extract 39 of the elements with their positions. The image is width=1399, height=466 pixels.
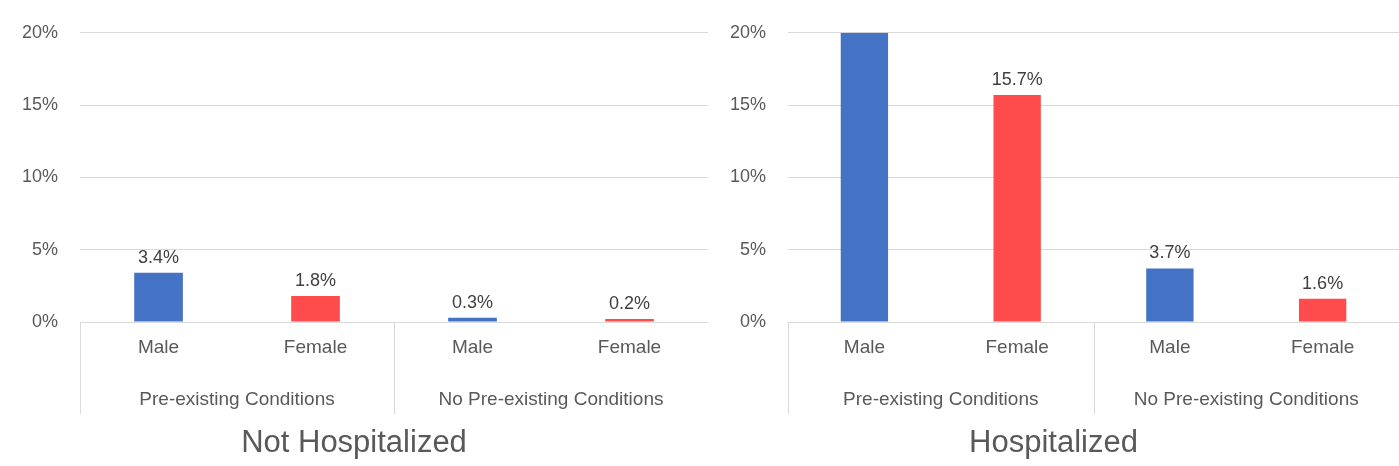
y-tick-label: 10% — [22, 166, 59, 187]
bar — [291, 295, 340, 322]
x-tick-label: Male — [1149, 335, 1191, 357]
bar — [134, 272, 183, 322]
data-label: 15.7% — [991, 68, 1043, 89]
y-tick-label: 5% — [740, 238, 767, 259]
y-tick-label: 20% — [730, 21, 767, 42]
bar — [993, 94, 1041, 322]
y-tick-label: 10% — [730, 166, 767, 187]
text: Pre-existing Conditions — [139, 388, 335, 410]
text: Hospitalized — [969, 423, 1138, 459]
bar — [1146, 268, 1194, 322]
y-tick-label: 15% — [22, 94, 59, 115]
data-label: 0.2% — [608, 293, 651, 314]
y-tick-label: 0% — [740, 310, 767, 331]
bar — [840, 32, 889, 322]
text: No Pre-existing Conditions — [438, 388, 664, 410]
text: Not Hospitalized — [241, 423, 467, 459]
x-tick-label: Male — [451, 335, 494, 357]
y-tick-label: 20% — [22, 21, 59, 42]
x-tick-label: Male — [137, 335, 180, 357]
bar — [1298, 298, 1347, 322]
y-tick-label: 15% — [730, 94, 767, 115]
x-tick-label: Male — [843, 335, 885, 357]
x-tick-label: Female — [985, 335, 1049, 357]
bar — [448, 317, 497, 322]
text: No Pre-existing Conditions — [1133, 388, 1359, 410]
y-tick-label: 0% — [32, 310, 59, 331]
data-label: 1.8% — [295, 269, 337, 290]
x-tick-label: Female — [597, 335, 662, 357]
data-label: 3.4% — [138, 246, 180, 267]
data-label: 3.7% — [1149, 242, 1191, 263]
data-label: 0.3% — [451, 291, 494, 312]
x-tick-label: Female — [283, 335, 348, 357]
y-tick-label: 5% — [32, 238, 59, 259]
bar — [605, 319, 654, 322]
data-label: 1.6% — [1302, 272, 1344, 293]
text: Pre-existing Conditions — [843, 388, 1039, 410]
x-tick-label: Female — [1290, 335, 1355, 357]
